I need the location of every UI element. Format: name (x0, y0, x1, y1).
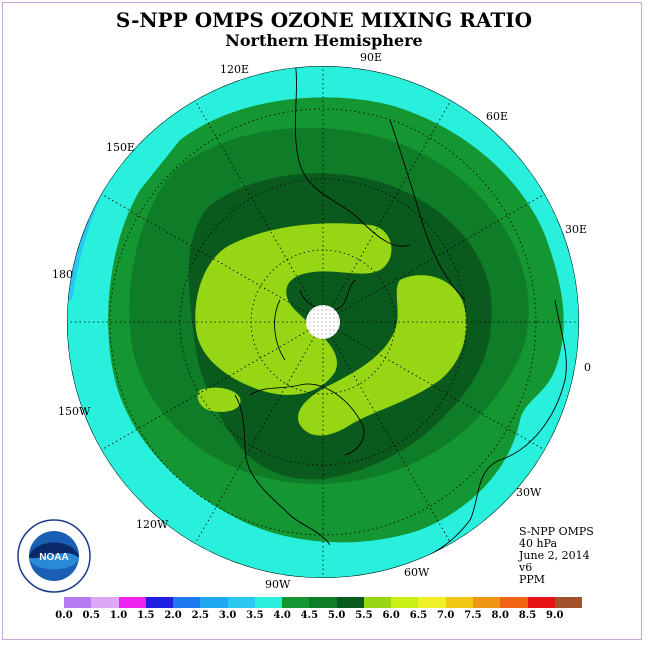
map-subtitle: Northern Hemisphere (225, 31, 423, 50)
colorbar-swatch (391, 597, 419, 608)
colorbar-swatch (472, 597, 501, 608)
colorbar-tick-label: 7.0 (436, 610, 455, 621)
coastline-eurasia-africa (389, 119, 567, 561)
colorbar-tick-label: 0.5 (82, 610, 100, 621)
colorbar-swatch (227, 597, 255, 608)
info-version: v6 (519, 561, 533, 574)
colorbar-tick-label: 9.0 (546, 610, 564, 621)
colorbar-swatch (118, 597, 146, 608)
noaa-logo-text: NOAA (39, 552, 68, 563)
colorbar-tick-label: 2.0 (164, 610, 182, 621)
colorbar-swatch (309, 597, 337, 608)
coastline-north-america (234, 383, 365, 546)
info-instrument: S-NPP OMPS (519, 525, 594, 538)
meridian-line (194, 100, 315, 308)
colorbar-swatch (500, 597, 528, 608)
colorbar-tick-label: 4.5 (300, 610, 319, 621)
lon-label-90e: 90E (360, 51, 383, 64)
colorbar-swatch (200, 597, 228, 608)
info-date: June 2, 2014 (519, 549, 590, 562)
colorbar-tick-label: 5.0 (327, 610, 346, 621)
colorbar-tick-label: 1.0 (109, 610, 128, 621)
lon-label-90w: 90W (265, 578, 291, 591)
meridian-line (194, 336, 315, 544)
pole-no-data-disk (306, 305, 340, 339)
colorbar-swatch (173, 597, 201, 608)
lon-label-120w: 120W (136, 518, 169, 531)
info-units: PPM (519, 573, 546, 586)
colorbar-tick-label: 6.5 (409, 610, 428, 621)
colorbar-swatch (282, 597, 310, 608)
meridian-line (337, 330, 545, 451)
lon-label-0: 0 (584, 361, 591, 374)
lon-label-150e: 150E (106, 141, 136, 154)
coastline-asia-east (294, 66, 411, 247)
meridian-line (101, 193, 309, 314)
lon-label-120e: 120E (220, 63, 250, 76)
meridian-line (331, 100, 452, 308)
colorbar-swatch (445, 597, 473, 608)
colorbar-tick-label: 3.5 (246, 610, 264, 621)
meridian-line (101, 330, 309, 451)
colorbar (64, 597, 583, 608)
colorbar-tick-label: 5.5 (355, 610, 373, 621)
colorbar-swatch (64, 597, 92, 608)
colorbar-swatch (336, 597, 364, 608)
latitude-circle-30n (109, 108, 537, 536)
colorbar-tick-label: 0.0 (55, 610, 73, 621)
colorbar-swatch (254, 597, 283, 608)
meridian-line (331, 336, 452, 544)
colorbar-swatch (91, 597, 119, 608)
info-level: 40 hPa (519, 537, 558, 550)
colorbar-swatch (145, 597, 174, 608)
colorbar-ticks: 0.0 0.5 1.0 1.5 2.0 2.5 3.0 3.5 4.0 4.5 5.0 5.5 6.0 6… (55, 610, 582, 624)
colorbar-tick-label: 1.5 (137, 610, 155, 621)
lon-label-60e: 60E (486, 110, 509, 123)
colorbar-tick-label: 4.0 (273, 610, 291, 621)
field-band-5-5-pacific (197, 387, 241, 412)
lon-label-30e: 30E (565, 223, 588, 236)
colorbar-tick-label: 3.0 (218, 610, 237, 621)
colorbar-swatch (527, 597, 555, 608)
colorbar-swatch (554, 597, 583, 608)
meridians (67, 66, 579, 578)
colorbar-swatch (418, 597, 446, 608)
product-info: S-NPP OMPS 40 hPa June 2, 2014 v6 PPM (519, 526, 594, 586)
lon-label-180: 180 (52, 268, 73, 281)
lon-label-30w: 30W (516, 486, 542, 499)
colorbar-tick-label: 8.0 (491, 610, 509, 621)
field-band-5-5-east (298, 275, 467, 436)
lon-label-150w: 150W (58, 405, 91, 418)
field-band-5-5-west (195, 223, 392, 395)
image-frame (2, 2, 642, 640)
colorbar-tick-label: 6.0 (382, 610, 400, 621)
map-title: S-NPP OMPS OZONE MIXING RATIO (115, 8, 533, 32)
noaa-logo: NOAA (16, 518, 92, 594)
colorbar-swatch (363, 597, 392, 608)
colorbar-tick-label: 2.5 (191, 610, 210, 621)
coastlines (234, 66, 567, 561)
colorbar-tick-label: 7.5 (464, 610, 482, 621)
meridian-line (337, 193, 545, 314)
lon-label-60w: 60W (404, 566, 430, 579)
colorbar-tick-label: 8.5 (518, 610, 537, 621)
